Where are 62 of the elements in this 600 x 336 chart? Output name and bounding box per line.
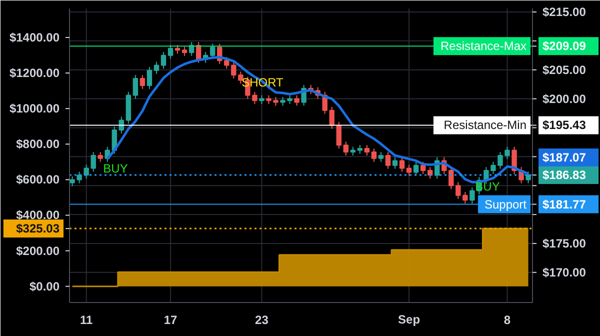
- candlestick: [462, 191, 468, 204]
- candlestick: [526, 171, 531, 184]
- text: $187.07: [542, 150, 586, 164]
- y2-tick-label: $200.00: [542, 92, 586, 106]
- candlestick: [399, 156, 405, 172]
- y2-tick-label: $209.09: [542, 39, 586, 54]
- candlestick: [294, 94, 300, 106]
- y-tick-label: $800.00: [16, 137, 60, 152]
- candlestick: [238, 71, 244, 84]
- candlestick: [490, 161, 496, 175]
- ref-line-label: Resistance-Min: [444, 118, 527, 132]
- candlestick: [90, 152, 96, 172]
- candlestick: [420, 161, 426, 175]
- candlestick: [343, 141, 348, 156]
- candlestick: [132, 74, 138, 100]
- candlestick: [231, 61, 236, 80]
- candlestick: [364, 144, 370, 156]
- candlestick: [378, 152, 384, 162]
- annotation: BUY: [103, 162, 128, 176]
- candlestick: [413, 161, 419, 176]
- y-tick-label: $0.00: [29, 279, 60, 294]
- y-tick-label: $200.00: [16, 244, 60, 258]
- y2-tick-label: $205.00: [542, 62, 586, 77]
- y2-tick-label: $195.43: [542, 118, 586, 132]
- candlestick: [154, 61, 160, 74]
- candlestick: [371, 148, 377, 162]
- candlestick: [498, 152, 503, 170]
- candlestick: [336, 121, 342, 150]
- y2-tick-label: $215.00: [542, 4, 586, 19]
- candlestick: [406, 164, 412, 176]
- y-tick-label: $1000.00: [9, 102, 60, 116]
- candlestick: [98, 152, 103, 162]
- ref-line-label: Support: [484, 197, 528, 212]
- candlestick: [168, 44, 174, 60]
- x-tick-label: 23: [255, 313, 269, 327]
- candlestick: [224, 56, 230, 70]
- y-tick-label: $1400.00: [9, 30, 60, 44]
- candlestick: [385, 152, 391, 170]
- candlestick: [456, 182, 461, 200]
- y-tick-label: $1200.00: [9, 66, 60, 80]
- candlestick: [329, 106, 334, 130]
- y-tick-label: $325.03: [16, 222, 60, 236]
- candlestick: [146, 66, 152, 90]
- ref-line-label: Resistance-Max: [440, 39, 527, 54]
- candlestick: [84, 164, 89, 180]
- candlestick: [140, 74, 146, 90]
- candlestick: [470, 186, 475, 204]
- x-tick-label: Sep: [398, 312, 420, 326]
- y2-tick-label: $175.00: [542, 236, 586, 250]
- y2-tick-label: $170.00: [542, 265, 586, 280]
- candlestick: [504, 146, 510, 160]
- candlestick: [160, 51, 166, 70]
- y-tick-label: $400.00: [16, 208, 60, 222]
- y2-tick-label: $186.83: [542, 168, 586, 182]
- candlestick: [210, 43, 216, 60]
- x-tick-label: 17: [164, 313, 178, 327]
- y-tick-label: $600.00: [16, 172, 60, 187]
- x-tick-label: 8: [504, 313, 511, 327]
- y2-tick-label: $181.77: [542, 197, 586, 212]
- candlestick: [182, 46, 188, 56]
- candlestick: [392, 156, 398, 170]
- x-tick-label: 11: [80, 313, 94, 327]
